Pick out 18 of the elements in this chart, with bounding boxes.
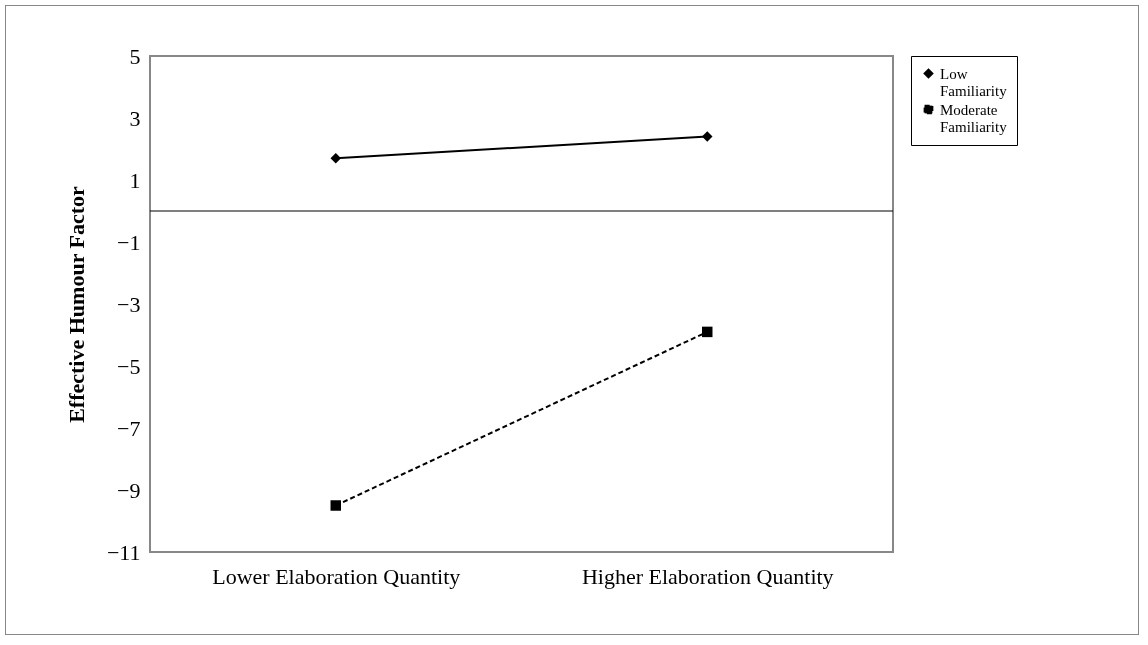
y-tick-label: −3 [117, 291, 141, 317]
y-tick-label: 3 [129, 105, 141, 131]
point [330, 500, 341, 511]
point [702, 326, 713, 338]
y-tick-label: 5 [129, 43, 141, 69]
y-tick-label: −11 [106, 539, 141, 565]
legend-label: Low Familiarity [940, 65, 1008, 99]
y-tick-label: −9 [117, 477, 141, 503]
point [702, 131, 713, 142]
y-tick-label: −7 [117, 415, 141, 441]
y-tick-label: 1 [129, 167, 141, 193]
y-axis-title: Effective Humour Factor [63, 185, 89, 423]
point [330, 153, 341, 164]
y-tick-label: −5 [117, 353, 141, 379]
x-tick-label: Lower Elaboration Quantity [212, 563, 461, 589]
legend-label: Moderate Familiarity [940, 101, 1008, 135]
y-tick-label: −1 [117, 229, 141, 255]
x-tick-label: Higher Elaboration Quantity [581, 563, 834, 589]
